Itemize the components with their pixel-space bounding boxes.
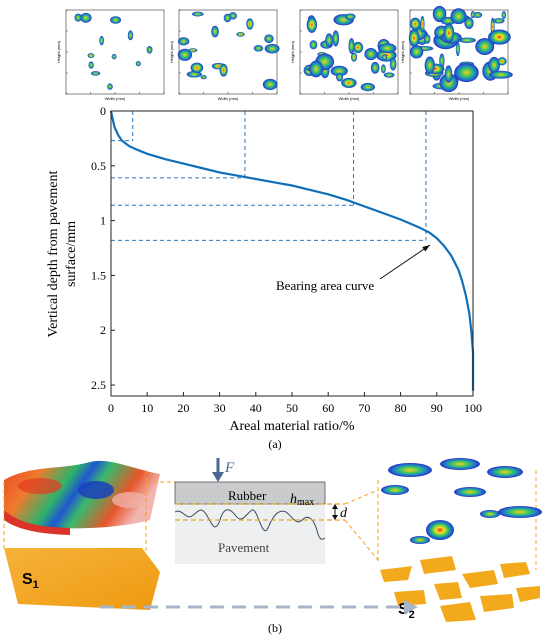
thumbnail-4: Height (mm) Width (mm): [400, 5, 513, 101]
x-tick-label: 20: [177, 401, 189, 415]
x-tick-label: 50: [286, 401, 298, 415]
thumbnail-xlabel: Width (mm): [449, 96, 470, 101]
s2-contact-patches: S2: [344, 458, 542, 622]
thumbnail-ylabel: Height (mm): [169, 40, 174, 63]
x-tick-label: 0: [108, 401, 114, 415]
x-tick-label: 90: [431, 401, 443, 415]
x-tick-label: 30: [214, 401, 226, 415]
y-tick-label: 2.5: [91, 378, 106, 392]
panel-a-label: (a): [268, 437, 281, 451]
y-tick-label: 0.5: [91, 159, 106, 173]
x-tick-label: 60: [322, 401, 334, 415]
contact-diagram: S1 d Rubber hmax Pavement F: [3, 458, 542, 635]
x-axis-label: Areal material ratio/%: [229, 419, 354, 434]
contour-thumbnails: Height (mm) Width (mm) Height (mm) Width (m…: [56, 5, 513, 101]
y-tick-label: 1: [100, 214, 106, 228]
bearing-area-chart: 0 10 20 30 40 50 60 70 80 90 100 0 0.5 1 1.5 2 2.5 Area…: [46, 104, 482, 451]
x-tick-label: 40: [250, 401, 262, 415]
thumbnail-ylabel: Height (mm): [56, 40, 61, 63]
force-label: F: [224, 460, 235, 476]
s1-terrain: S1: [3, 460, 160, 610]
thumbnail-xlabel: Width (mm): [218, 96, 239, 101]
y-axis-label-line1: Vertical depth from pavement: [46, 171, 61, 338]
annotation-arrowhead: [422, 245, 430, 252]
pavement-profile: [174, 509, 326, 540]
y-tick-label: 0: [100, 104, 106, 118]
x-tick-label: 80: [395, 401, 407, 415]
s1-label: S1: [22, 571, 39, 591]
x-tick-label: 100: [464, 401, 482, 415]
thumbnail-3: Height (mm) Width (mm): [290, 9, 399, 101]
y-tick-label: 2: [100, 323, 106, 337]
hmax-label: hmax: [290, 492, 314, 508]
y-axis-ticks: 0 0.5 1 1.5 2 2.5: [91, 104, 115, 392]
reference-lines: [111, 111, 427, 241]
x-tick-label: 70: [358, 401, 370, 415]
s2-lower-patches: [380, 556, 540, 622]
rubber-label: Rubber: [228, 488, 267, 503]
s2-label: S2: [398, 601, 415, 621]
bearing-area-curve-line: [109, 110, 475, 391]
x-tick-label: 10: [141, 401, 153, 415]
panel-b-label: (b): [268, 621, 282, 635]
thumbnail-1: Height (mm) Width (mm): [56, 9, 165, 101]
d-label: d: [340, 506, 348, 521]
y-tick-label: 1.5: [91, 268, 106, 282]
thumbnail-ylabel: Height (mm): [290, 40, 295, 63]
s2-upper-patches: [381, 458, 542, 544]
thumbnail-2: Height (mm) Width (mm): [169, 9, 280, 101]
plot-frame: [110, 110, 474, 397]
curve-annotation: Bearing area curve: [276, 244, 431, 293]
cross-section: d Rubber hmax Pavement F: [174, 458, 348, 564]
annotation-arrow: [379, 244, 431, 280]
flow-arrow: [100, 600, 418, 614]
thumbnail-xlabel: Width (mm): [105, 96, 126, 101]
thumbnail-ylabel: Height (mm): [400, 40, 405, 63]
thumbnail-xlabel: Width (mm): [339, 96, 360, 101]
annotation-text: Bearing area curve: [276, 278, 374, 293]
x-axis-ticks: 0 10 20 30 40 50 60 70 80 90 100: [108, 392, 482, 415]
pavement-label: Pavement: [218, 540, 270, 555]
y-axis-label-line2: surface/mm: [64, 221, 79, 287]
